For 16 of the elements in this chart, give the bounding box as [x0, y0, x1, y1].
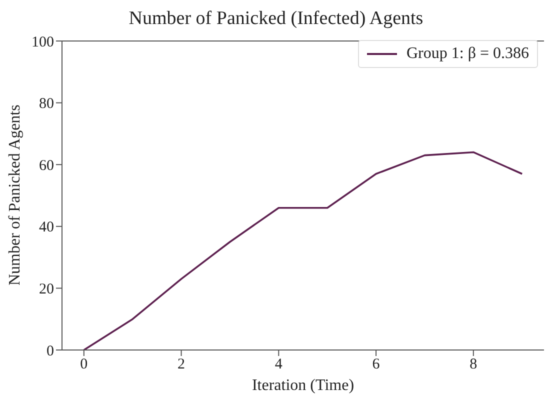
- x-tick-label: 4: [274, 356, 283, 373]
- y-tick-label: 40: [39, 220, 54, 236]
- legend-label: Group 1: β = 0.386: [406, 45, 529, 63]
- chart-title: Number of Panicked (Infected) Agents: [128, 8, 424, 30]
- x-axis-title: Iteration (Time): [252, 377, 354, 394]
- y-tick-label: 20: [39, 282, 54, 298]
- x-tick-label: 2: [178, 356, 186, 373]
- y-tick-label: 60: [39, 158, 54, 174]
- x-tick-label: 0: [80, 356, 88, 373]
- y-tick-label: 0: [46, 343, 54, 360]
- y-tick-label: 80: [39, 96, 54, 112]
- x-tick-label: 8: [470, 356, 478, 373]
- y-axis-title: Number of Panicked Agents: [6, 104, 24, 286]
- y-tick-label: 100: [32, 34, 54, 50]
- x-tick-label: 6: [372, 356, 380, 373]
- line-series: [83, 151, 523, 350]
